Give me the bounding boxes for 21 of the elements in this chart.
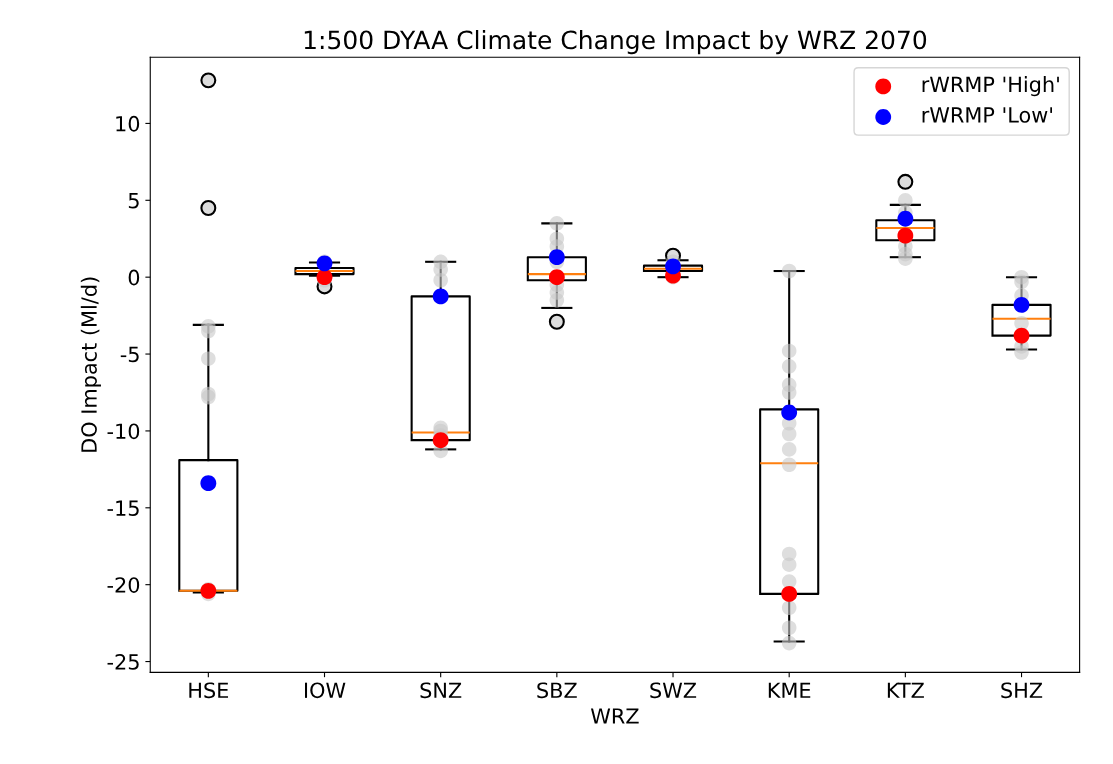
legend-label: rWRMP 'Low' [922,107,1053,123]
y-tick-label: -10 [107,423,140,440]
y-axis-title: DO Impact (Ml/d) [80,277,101,452]
x-tick-label: KME [768,682,811,698]
y-tick-label: -25 [107,654,139,670]
x-tick-label: SBZ [537,682,577,699]
y-tick-label: 5 [128,193,139,209]
x-tick-label: KTZ [887,682,924,698]
x-tick-label: IOW [304,682,346,699]
chart-title: 1:500 DYAA Climate Change Impact by WRZ 2070 [304,29,927,55]
x-tick-label: SNZ [420,682,462,699]
y-tick-label: 10 [116,115,140,132]
x-axis-title: WRZ [590,708,639,724]
y-tick-label: 0 [128,269,140,286]
y-tick-label: -20 [107,577,140,593]
x-tick-label: SHZ [1001,682,1043,699]
x-tick-label: SWZ [650,682,697,699]
y-tick-label: -5 [120,346,139,363]
legend-label: rWRMP 'High' [922,76,1059,97]
x-tick-label: HSE [189,682,229,699]
y-tick-label: -15 [107,500,139,517]
